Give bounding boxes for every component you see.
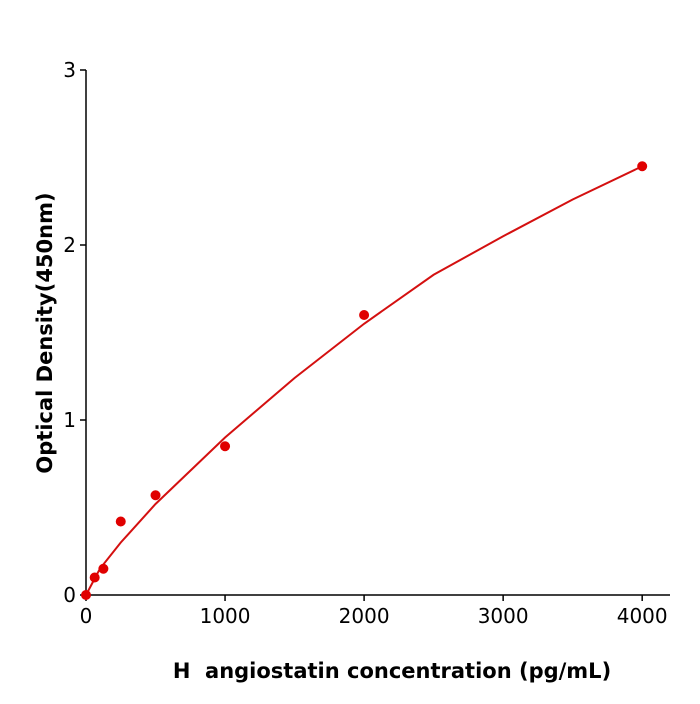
data-point xyxy=(220,441,231,452)
y-tick-label: 2 xyxy=(63,233,76,257)
data-point xyxy=(115,516,126,527)
x-tick-label: 2000 xyxy=(339,604,390,628)
x-axis-label: H angiostatin concentration (pg/mL) xyxy=(173,659,611,683)
data-point xyxy=(98,563,109,574)
y-tick-label: 1 xyxy=(63,408,76,432)
y-tick-label: 0 xyxy=(63,583,76,607)
y-tick-label: 3 xyxy=(63,58,76,82)
data-point xyxy=(359,310,370,320)
x-tick-label: 4000 xyxy=(617,604,668,628)
data-point xyxy=(89,572,100,583)
fit-curve xyxy=(85,165,643,596)
data-point xyxy=(637,161,648,172)
x-tick-label: 0 xyxy=(80,604,93,628)
data-point xyxy=(81,590,91,600)
x-tick-label: 3000 xyxy=(478,604,529,628)
y-axis-label: Optical Density(450nm) xyxy=(33,192,57,473)
x-tick-label: 1000 xyxy=(200,604,251,628)
data-point xyxy=(150,490,161,501)
